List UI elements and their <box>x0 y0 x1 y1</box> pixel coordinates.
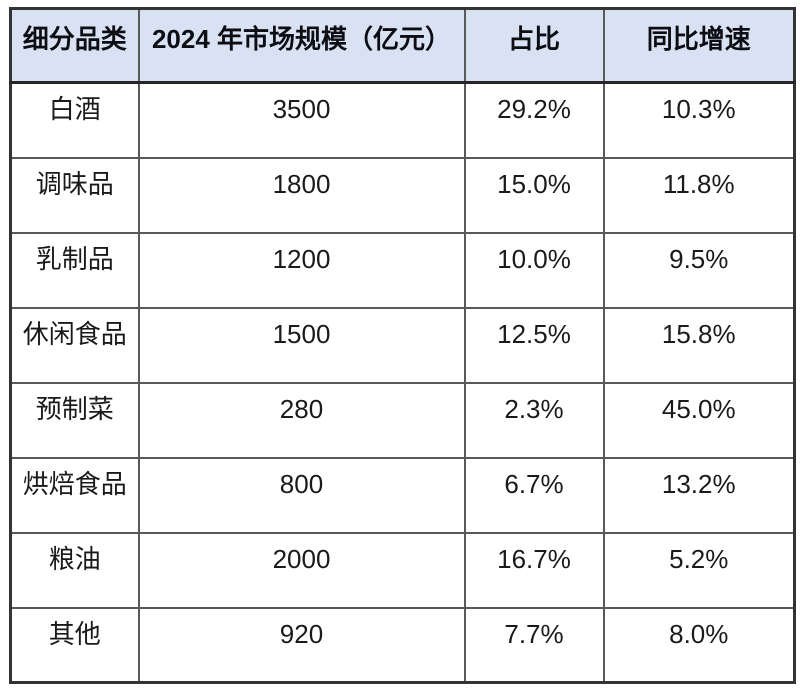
header-row: 细分品类 2024 年市场规模（亿元） 占比 同比增速 <box>9 7 796 84</box>
cell-category: 调味品 <box>9 156 140 234</box>
cell-yoy-growth: 5.2% <box>602 531 796 609</box>
cell-yoy-growth: 9.5% <box>602 231 796 309</box>
cell-category: 乳制品 <box>9 231 140 309</box>
header-cell-market-size: 2024 年市场规模（亿元） <box>137 7 466 84</box>
cell-yoy-growth: 11.8% <box>602 156 796 234</box>
cell-category: 烘焙食品 <box>9 456 140 534</box>
cell-share: 7.7% <box>463 606 605 684</box>
header-cell-yoy-growth: 同比增速 <box>602 7 796 84</box>
cell-market-size: 1200 <box>137 231 466 309</box>
cell-yoy-growth: 8.0% <box>602 606 796 684</box>
cell-market-size: 920 <box>137 606 466 684</box>
cell-category: 其他 <box>9 606 140 684</box>
cell-market-size: 2000 <box>137 531 466 609</box>
cell-category: 预制菜 <box>9 381 140 459</box>
table-header: 细分品类 2024 年市场规模（亿元） 占比 同比增速 <box>9 7 796 84</box>
header-cell-category: 细分品类 <box>9 7 140 84</box>
cell-yoy-growth: 45.0% <box>602 381 796 459</box>
cell-market-size: 280 <box>137 381 466 459</box>
cell-share: 6.7% <box>463 456 605 534</box>
table-row: 其他 920 7.7% 8.0% <box>9 606 796 684</box>
cell-market-size: 800 <box>137 456 466 534</box>
cell-share: 2.3% <box>463 381 605 459</box>
market-segment-table: 细分品类 2024 年市场规模（亿元） 占比 同比增速 白酒 3500 29.2… <box>9 7 796 684</box>
table-row: 粮油 2000 16.7% 5.2% <box>9 531 796 609</box>
table-row: 白酒 3500 29.2% 10.3% <box>9 81 796 159</box>
cell-share: 16.7% <box>463 531 605 609</box>
cell-market-size: 1800 <box>137 156 466 234</box>
cell-category: 休闲食品 <box>9 306 140 384</box>
table-row: 乳制品 1200 10.0% 9.5% <box>9 231 796 309</box>
table-row: 休闲食品 1500 12.5% 15.8% <box>9 306 796 384</box>
cell-category: 白酒 <box>9 81 140 159</box>
table-row: 烘焙食品 800 6.7% 13.2% <box>9 456 796 534</box>
cell-yoy-growth: 10.3% <box>602 81 796 159</box>
cell-yoy-growth: 15.8% <box>602 306 796 384</box>
table-row: 预制菜 280 2.3% 45.0% <box>9 381 796 459</box>
cell-category: 粮油 <box>9 531 140 609</box>
table-body: 白酒 3500 29.2% 10.3% 调味品 1800 15.0% 11.8%… <box>9 81 796 684</box>
cell-share: 12.5% <box>463 306 605 384</box>
table-row: 调味品 1800 15.0% 11.8% <box>9 156 796 234</box>
cell-share: 10.0% <box>463 231 605 309</box>
cell-market-size: 1500 <box>137 306 466 384</box>
header-cell-share: 占比 <box>463 7 605 84</box>
market-segment-table-container: 细分品类 2024 年市场规模（亿元） 占比 同比增速 白酒 3500 29.2… <box>9 7 796 684</box>
cell-market-size: 3500 <box>137 81 466 159</box>
cell-yoy-growth: 13.2% <box>602 456 796 534</box>
cell-share: 29.2% <box>463 81 605 159</box>
cell-share: 15.0% <box>463 156 605 234</box>
